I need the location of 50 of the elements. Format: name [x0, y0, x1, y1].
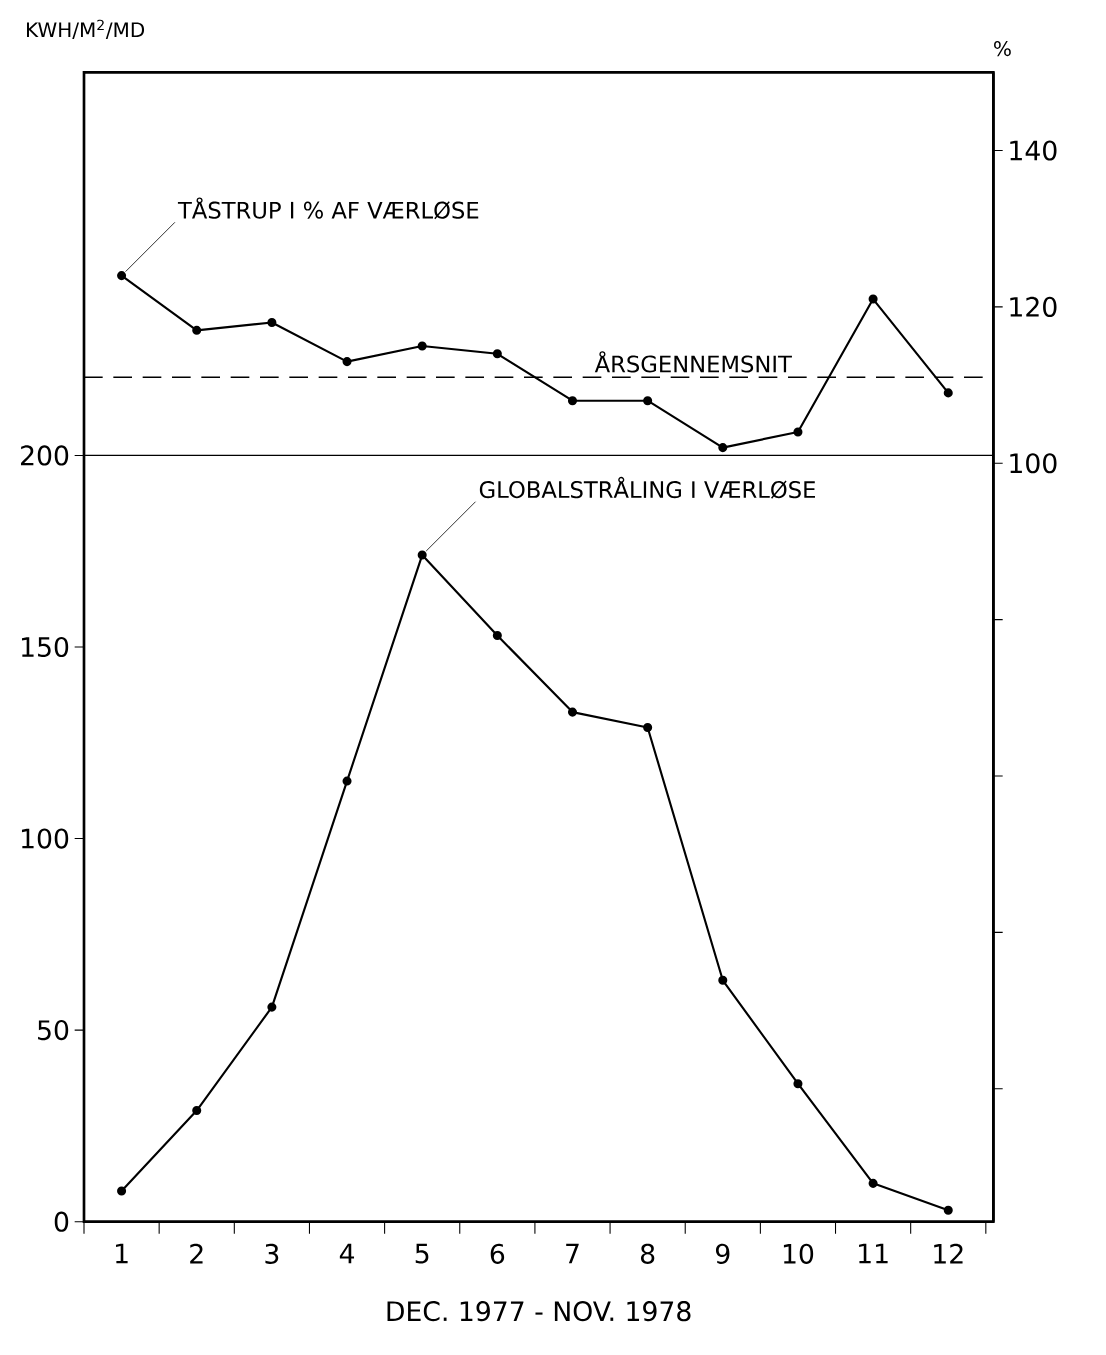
- y-tick-label: 150: [21, 636, 69, 658]
- x-tick-label: 3: [265, 1243, 279, 1264]
- point: [793, 1079, 803, 1089]
- point: [868, 1178, 878, 1188]
- point: [342, 357, 352, 367]
- y2-axis-title: %: [994, 40, 1011, 57]
- y-tick-label: 0: [54, 1211, 69, 1232]
- y2-tick-label: 140: [1010, 140, 1057, 161]
- x-tick-label: 6: [490, 1243, 505, 1264]
- x-tick-label: 11: [859, 1243, 888, 1264]
- text: GLOBALSTRÅLING I VÆRLØSE: [479, 476, 815, 499]
- point: [567, 396, 578, 406]
- point: [868, 294, 878, 304]
- y-tick-label: 50: [38, 1020, 69, 1041]
- x-axis-title: DEC. 1977 - NOV. 1978: [387, 1301, 691, 1322]
- x-tick-label: 10: [783, 1243, 814, 1264]
- y-axis-title: KWH/M$^{2}$/MD: [27, 19, 145, 39]
- x-tick-label: 7: [566, 1243, 579, 1264]
- x-tick-label: 2: [190, 1243, 203, 1264]
- point: [793, 427, 803, 437]
- point: [417, 341, 427, 351]
- point: [267, 1002, 277, 1012]
- y-tick-label: 200: [21, 445, 69, 466]
- point: [943, 1205, 953, 1215]
- y2-tick-label: 100: [1010, 453, 1057, 474]
- text: TÅSTRUP I % AF VÆRLØSE: [177, 197, 479, 220]
- ref-line-label: ÅRSGENNEMSNIT: [594, 351, 792, 373]
- point: [192, 1106, 202, 1116]
- point: [492, 349, 502, 359]
- point: [643, 722, 653, 732]
- point: [117, 271, 127, 281]
- point: [718, 975, 728, 985]
- x-tick-label: 9: [715, 1243, 730, 1264]
- point: [117, 1186, 127, 1196]
- x-tick-label: 4: [339, 1243, 355, 1264]
- y-tick-label: 100: [21, 828, 69, 849]
- point: [492, 630, 502, 641]
- x-tick-label: 8: [640, 1243, 655, 1264]
- point: [267, 317, 277, 328]
- y2-tick-label: 120: [1010, 296, 1057, 317]
- point: [192, 325, 202, 335]
- point: [943, 388, 953, 398]
- x-tick-label: 5: [415, 1243, 429, 1264]
- point: [567, 707, 578, 717]
- x-tick-label: 12: [934, 1243, 963, 1264]
- point: [718, 443, 728, 453]
- point: [342, 776, 352, 786]
- point: [417, 550, 427, 560]
- point: [643, 396, 653, 406]
- x-tick-label: 1: [116, 1243, 128, 1264]
